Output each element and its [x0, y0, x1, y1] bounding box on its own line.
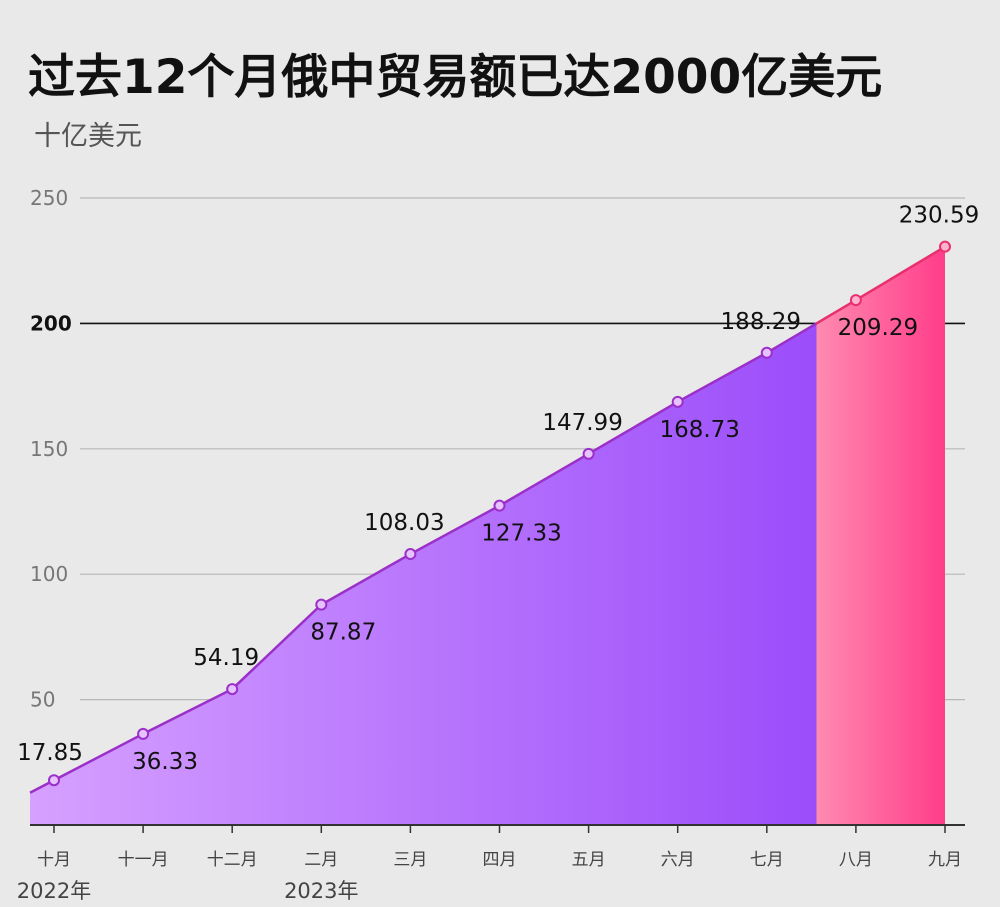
y-tick-label-150: 150	[30, 437, 68, 461]
data-point-十月	[48, 774, 60, 787]
y-tick-label-250: 250	[30, 186, 68, 210]
x-tick-label-九月: 九月	[928, 850, 962, 870]
data-label-五月: 147.99	[542, 410, 622, 436]
grid-lines: 50 100 150 200 250	[30, 186, 965, 712]
x-tick-label-八月: 八月	[839, 850, 873, 870]
data-point-六月	[671, 395, 684, 408]
data-label-二月: 87.87	[310, 620, 376, 646]
x-tick-label-三月: 三月	[393, 850, 427, 870]
y-axis-unit-label: 十亿美元	[34, 121, 142, 152]
data-label-十二月: 54.19	[193, 645, 259, 671]
data-point-十一月	[137, 727, 150, 740]
area-fill-pink	[816, 246, 945, 825]
y-tick-label-50: 50	[30, 688, 55, 712]
year-label-2023年: 2023年	[284, 879, 358, 903]
x-tick-label-七月: 七月	[750, 850, 784, 870]
data-points	[48, 240, 951, 787]
data-label-六月: 168.73	[659, 417, 739, 443]
data-point-二月	[315, 598, 328, 611]
y-tick-label-200: 200	[30, 311, 72, 335]
data-label-九月: 230.59	[899, 203, 979, 229]
data-point-四月	[493, 499, 506, 512]
data-point-八月	[849, 294, 862, 307]
y-tick-label-100: 100	[30, 562, 68, 586]
x-tick-label-五月: 五月	[572, 850, 606, 870]
x-tick-label-十二月: 十二月	[207, 850, 258, 870]
data-labels: 17.85 36.33 54.19 87.87 108.03 127.33 147.99 16…	[17, 203, 979, 775]
chart-title: 过去12个月俄中贸易额已达2000亿美元	[28, 50, 883, 105]
data-label-十月: 17.85	[17, 740, 83, 766]
x-tick-label-六月: 六月	[661, 850, 695, 870]
data-point-七月	[760, 346, 773, 359]
x-axis: 十月 十一月 十二月 二月 三月 四月 五月 六月 七月 八月 九月 2022年 2023年	[17, 824, 965, 903]
data-label-四月: 127.33	[481, 521, 561, 547]
data-label-七月: 188.29	[721, 309, 801, 335]
data-point-九月	[939, 240, 951, 253]
data-label-十一月: 36.33	[132, 749, 198, 775]
data-point-五月	[582, 447, 595, 460]
data-point-十二月	[226, 683, 239, 696]
x-tick-label-十月: 十月	[37, 850, 71, 870]
year-label-2022年: 2022年	[17, 879, 91, 903]
data-label-八月: 209.29	[838, 315, 918, 341]
data-point-三月	[404, 548, 417, 561]
data-label-三月: 108.03	[364, 510, 444, 536]
x-tick-label-四月: 四月	[483, 850, 517, 870]
area-fills	[30, 246, 945, 825]
x-tick-label-二月: 二月	[304, 850, 338, 870]
x-tick-label-十一月: 十一月	[118, 850, 169, 870]
area-fill-purple	[30, 323, 817, 825]
